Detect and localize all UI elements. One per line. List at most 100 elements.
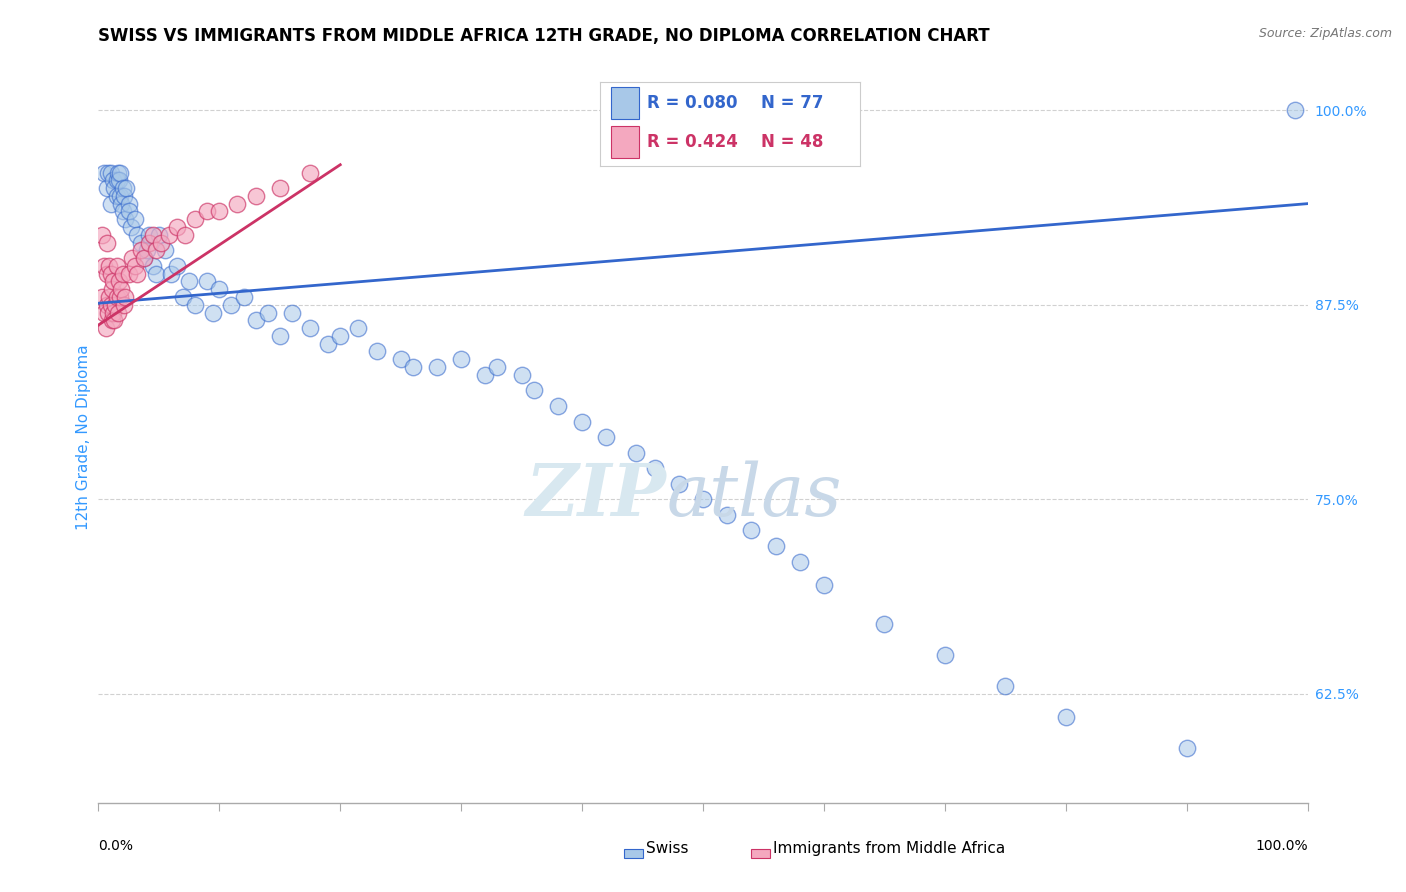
Point (105, 290, 128, 304)
Point (135, 244, 157, 258)
Point (195, 275, 218, 289)
Point (789, 555, 811, 569)
Point (114, 290, 136, 304)
Point (107, 305, 129, 319)
Point (281, 305, 304, 319)
Text: 100.0%: 100.0% (1256, 839, 1308, 854)
Point (96, 181, 118, 195)
Point (96, 298, 118, 312)
Point (571, 415, 593, 429)
Point (329, 329, 352, 343)
Point (547, 399, 569, 413)
Point (934, 648, 956, 662)
Point (226, 196, 249, 211)
Point (97, 305, 120, 319)
Point (118, 196, 141, 211)
Point (1175, 741, 1198, 756)
Point (129, 244, 152, 258)
Point (104, 298, 127, 312)
Point (124, 212, 146, 227)
Text: 0.0%: 0.0% (98, 839, 134, 854)
Point (91, 290, 114, 304)
Point (108, 173, 131, 187)
Text: Source: ZipAtlas.com: Source: ZipAtlas.com (1258, 27, 1392, 40)
Point (195, 204, 218, 219)
Point (692, 492, 714, 507)
Point (103, 313, 125, 327)
Point (94, 321, 117, 335)
Point (138, 235, 160, 250)
Point (668, 476, 690, 491)
Point (112, 298, 135, 312)
Point (157, 227, 180, 242)
Point (174, 227, 197, 242)
Point (111, 204, 134, 219)
Point (142, 259, 165, 273)
Point (101, 173, 124, 187)
Point (221, 298, 243, 312)
Point (245, 189, 267, 203)
Point (100, 196, 122, 211)
Point (145, 244, 167, 258)
Point (145, 267, 167, 281)
Point (813, 578, 835, 592)
Point (166, 219, 188, 234)
Point (1284, 103, 1306, 118)
Point (184, 212, 207, 227)
Point (98, 290, 121, 304)
Point (93, 305, 115, 319)
Point (105, 173, 128, 187)
Point (644, 461, 666, 475)
Point (172, 290, 194, 304)
Point (486, 359, 509, 374)
Point (108, 165, 131, 179)
Point (100, 298, 122, 312)
Point (208, 282, 231, 296)
Point (97, 165, 120, 179)
Point (153, 244, 176, 258)
Point (142, 227, 165, 242)
Point (160, 267, 183, 281)
Bar (751, 849, 770, 858)
Point (873, 616, 896, 631)
Point (101, 305, 124, 319)
Point (118, 267, 141, 281)
Text: Swiss: Swiss (645, 840, 688, 855)
Point (184, 298, 207, 312)
Point (765, 539, 787, 553)
Point (105, 259, 128, 273)
Point (202, 305, 225, 319)
Point (103, 181, 125, 195)
Point (716, 508, 738, 522)
Point (299, 321, 322, 335)
Point (426, 359, 449, 374)
Point (179, 275, 201, 289)
Point (474, 368, 496, 382)
Point (148, 227, 170, 242)
Point (111, 181, 134, 195)
Point (232, 290, 254, 304)
Point (107, 165, 129, 179)
Point (110, 282, 132, 296)
Point (269, 329, 291, 343)
Point (626, 445, 648, 459)
Point (100, 165, 122, 179)
Point (245, 313, 267, 327)
Point (269, 181, 291, 195)
Point (127, 267, 149, 281)
Text: SWISS VS IMMIGRANTS FROM MIDDLE AFRICA 12TH GRADE, NO DIPLOMA CORRELATION CHART: SWISS VS IMMIGRANTS FROM MIDDLE AFRICA 1… (98, 27, 990, 45)
Point (256, 305, 278, 319)
Point (93, 259, 115, 273)
Point (208, 204, 231, 219)
Point (101, 275, 124, 289)
Point (129, 235, 152, 250)
Point (523, 384, 546, 398)
Point (108, 275, 131, 289)
Point (740, 524, 762, 538)
Text: ZIP: ZIP (526, 460, 666, 531)
Point (91, 227, 114, 242)
Point (96, 235, 118, 250)
Point (110, 196, 132, 211)
Point (316, 336, 339, 351)
Point (120, 219, 142, 234)
